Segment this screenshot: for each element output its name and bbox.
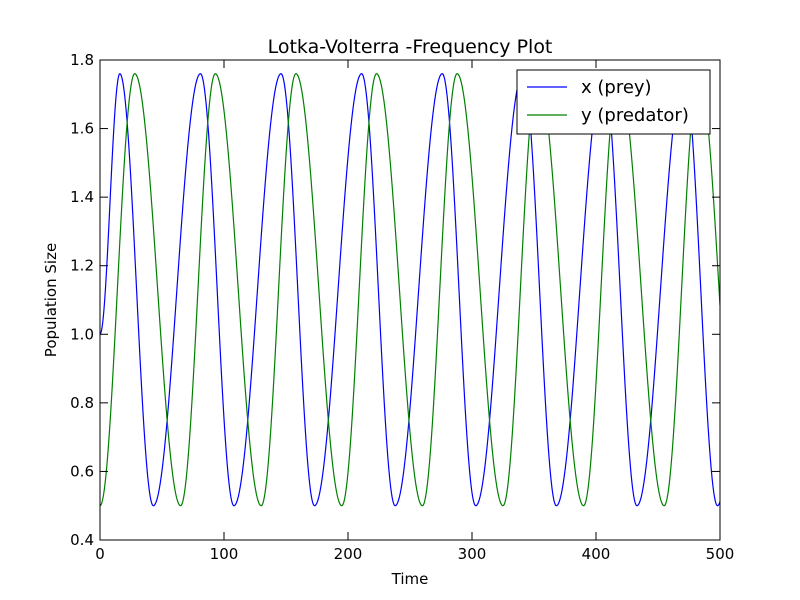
x-axis: 0 100 200 300 400 500	[95, 60, 734, 563]
chart-title: Lotka-Volterra -Frequency Plot	[268, 36, 553, 58]
y-axis-label: Population Size	[42, 243, 60, 357]
y-tick-label: 1.2	[70, 257, 94, 275]
plot-frame	[99, 59, 721, 541]
x-tick-label: 400	[582, 545, 611, 563]
x-tick-label: 100	[210, 545, 239, 563]
y-tick-label: 0.6	[70, 462, 94, 480]
y-axis: 0.4 0.6 0.8 1.0 1.2 1.4 1.6 1.8	[70, 51, 720, 549]
y-tick-label: 1.6	[70, 120, 94, 138]
y-tick-label: 1.8	[70, 51, 94, 69]
x-tick-label: 500	[706, 545, 735, 563]
legend: x (prey) y (predator)	[516, 69, 711, 135]
x-tick-label: 200	[334, 545, 363, 563]
y-tick-label: 0.4	[70, 531, 94, 549]
legend-label: y (predator)	[581, 105, 689, 126]
series-line-prey	[100, 72, 720, 507]
x-tick-label: 0	[95, 545, 105, 563]
legend-box	[516, 69, 711, 135]
x-axis-label: Time	[391, 570, 429, 588]
y-tick-label: 1.4	[70, 188, 94, 206]
x-tick-label: 300	[458, 545, 487, 563]
y-tick-label: 0.8	[70, 394, 94, 412]
legend-label: x (prey)	[581, 77, 652, 98]
y-tick-label: 1.0	[70, 325, 94, 343]
